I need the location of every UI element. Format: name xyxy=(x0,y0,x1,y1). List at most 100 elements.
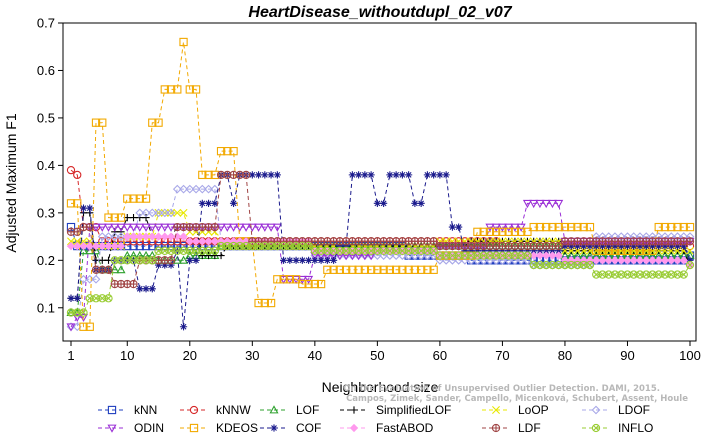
data-point-fastabod xyxy=(660,256,670,265)
series-inflo xyxy=(66,241,695,317)
data-point-kdeos xyxy=(654,222,663,232)
data-point-inflo xyxy=(642,270,651,279)
data-point-fastabod xyxy=(129,232,138,241)
data-point-cof xyxy=(73,294,81,302)
data-point-cof xyxy=(373,199,381,207)
data-point-simplifiedlof xyxy=(142,213,150,222)
data-point-ldf xyxy=(73,227,82,236)
legend-item-lof: LOF xyxy=(260,403,319,417)
data-point-kdeos xyxy=(391,265,401,274)
data-point-fastabod xyxy=(123,232,132,241)
data-point-inflo xyxy=(266,241,276,251)
data-point-inflo xyxy=(204,246,213,255)
data-point-kdeos xyxy=(323,265,332,274)
data-point-cof xyxy=(417,199,425,207)
data-point-odin xyxy=(272,223,282,232)
data-point-lof xyxy=(179,255,189,264)
data-point-kdeos xyxy=(173,85,182,94)
legend-marker-ldof xyxy=(591,405,601,415)
data-point-cof xyxy=(380,199,388,207)
data-point-kdeos xyxy=(335,265,345,274)
y-tick-label: 0.1 xyxy=(37,300,55,315)
data-point-cof xyxy=(617,242,625,250)
data-point-inflo xyxy=(504,251,513,260)
data-point-kdeos xyxy=(660,222,670,232)
data-point-inflo xyxy=(79,308,88,317)
legend-marker-fastabod xyxy=(349,423,359,433)
data-point-cof xyxy=(267,171,275,179)
data-point-odin xyxy=(535,199,545,209)
data-point-inflo xyxy=(385,246,395,255)
data-point-cof xyxy=(486,247,494,255)
legend: kNN kNNW LOF SimplifiedLOF LoOP LDOF ODIN KDEOS… xyxy=(98,403,653,434)
data-point-knn xyxy=(148,241,157,251)
data-point-ldof xyxy=(491,255,501,265)
data-point-cof xyxy=(192,256,200,264)
data-point-odin xyxy=(241,223,251,232)
data-point-odin xyxy=(291,275,301,285)
data-point-kdeos xyxy=(473,227,482,236)
data-point-cof xyxy=(392,171,400,179)
data-point-cof xyxy=(273,171,281,179)
x-tick-label: 70 xyxy=(495,348,509,363)
legend-marker-simplifiedlof xyxy=(350,406,358,414)
data-point-ldof xyxy=(516,255,526,265)
data-point-inflo xyxy=(404,246,413,255)
data-point-cof xyxy=(136,285,144,293)
data-point-fastabod xyxy=(542,251,551,260)
data-point-inflo xyxy=(91,294,101,303)
data-point-simplifiedlof xyxy=(111,228,119,236)
legend-item-kdeos: KDEOS xyxy=(180,421,258,434)
data-point-cof xyxy=(517,247,525,255)
data-point-inflo xyxy=(567,260,576,270)
data-point-cof xyxy=(304,256,313,264)
data-point-fastabod xyxy=(554,251,563,260)
data-point-inflo xyxy=(554,260,563,270)
data-point-cof xyxy=(611,242,619,250)
data-point-fastabod xyxy=(548,251,557,260)
data-point-inflo xyxy=(160,246,169,255)
data-point-kdeos xyxy=(79,322,88,331)
data-point-kdeos xyxy=(523,227,532,236)
data-point-kdeos xyxy=(379,265,388,274)
data-point-inflo xyxy=(673,270,682,279)
data-point-inflo xyxy=(398,246,407,255)
data-point-kdeos xyxy=(141,194,151,203)
x-axis: 1 10 20 30 40 50 60 70 80 90 100 xyxy=(67,341,701,363)
data-point-ldf xyxy=(554,241,563,251)
legend-label-loop: LoOP xyxy=(518,403,549,417)
data-point-cof xyxy=(667,242,675,250)
data-point-odin xyxy=(141,223,151,232)
data-point-kdeos xyxy=(348,265,357,274)
data-point-inflo xyxy=(73,308,82,317)
data-point-kdeos xyxy=(385,265,395,274)
data-point-inflo xyxy=(185,246,194,255)
data-point-odin xyxy=(297,275,307,285)
data-point-lof xyxy=(110,265,120,274)
data-point-simplifiedlof xyxy=(217,251,225,260)
data-point-inflo xyxy=(329,246,338,255)
data-point-knnw xyxy=(73,170,82,180)
data-point-ldf xyxy=(104,265,113,274)
data-point-cof xyxy=(661,242,669,250)
data-point-kdeos xyxy=(298,279,307,289)
data-point-inflo xyxy=(529,260,538,270)
data-point-inflo xyxy=(523,251,532,260)
data-point-cof xyxy=(292,256,300,264)
data-point-kdeos xyxy=(110,213,119,222)
data-point-kdeos xyxy=(329,265,338,274)
data-point-kdeos xyxy=(310,279,319,289)
data-point-loop xyxy=(686,246,694,255)
legend-item-cof: COF xyxy=(260,421,321,434)
data-point-fastabod xyxy=(110,241,119,251)
data-point-ldof xyxy=(104,232,113,241)
data-point-kdeos xyxy=(123,194,132,203)
data-point-fastabod xyxy=(642,256,651,265)
data-point-inflo xyxy=(510,251,520,260)
legend-label-ldf: LDF xyxy=(518,421,541,434)
data-point-ldof xyxy=(204,184,213,194)
data-point-kdeos xyxy=(404,265,413,274)
data-point-inflo xyxy=(454,251,463,260)
data-point-cof xyxy=(286,256,294,264)
data-point-inflo xyxy=(323,246,332,255)
